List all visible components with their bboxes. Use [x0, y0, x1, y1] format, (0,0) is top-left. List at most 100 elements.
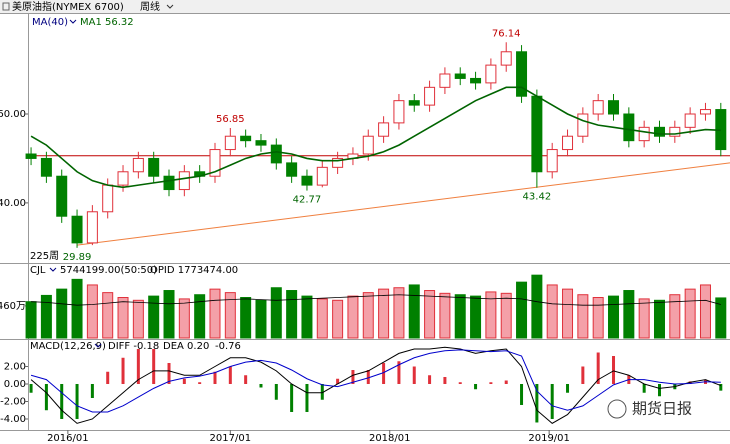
candle-body: [562, 135, 574, 151]
volume-bar: [102, 292, 114, 339]
volume-bar: [332, 299, 344, 339]
opid-line: [31, 294, 721, 306]
candle-body: [209, 149, 221, 177]
macd-bar: [198, 382, 202, 384]
period-dropdown[interactable]: [166, 4, 174, 9]
candle-body: [117, 171, 129, 186]
volume-bar: [439, 292, 451, 339]
candle-body: [424, 86, 436, 106]
volume-bar: [255, 299, 267, 339]
macd-title: MACD(12,26,9): [30, 341, 106, 352]
volume-bar: [699, 284, 711, 339]
macd-bar: [182, 378, 186, 384]
macd-bar: [259, 383, 263, 388]
candle-body: [301, 175, 313, 186]
y-tick-label: -4.00: [0, 414, 26, 425]
macd-bar: [290, 383, 294, 412]
volume-bar: [500, 292, 512, 339]
candle-body: [56, 175, 68, 217]
candle-body: [224, 135, 236, 151]
watermark: 期货日报: [632, 400, 692, 418]
candle-body: [439, 73, 451, 88]
macd-bar: [657, 383, 661, 397]
volume-bar: [393, 287, 405, 339]
macd-bar: [719, 383, 723, 391]
volume-bar: [608, 295, 620, 339]
candle-body: [362, 135, 374, 155]
volume-bar: [209, 288, 221, 339]
moving-average: [30, 86, 721, 189]
trend-line: [76, 162, 730, 246]
y-tick-label: 0.00: [4, 379, 26, 390]
toolbar-icon[interactable]: [2, 2, 10, 11]
candle-body: [163, 175, 175, 191]
volume-title: CJL: [30, 265, 46, 276]
volume-bar: [224, 292, 236, 339]
candle-body: [408, 100, 420, 106]
macd-line: [30, 346, 721, 424]
volume-bar: [347, 295, 359, 339]
candle-body: [270, 144, 282, 164]
macd-bar: [489, 382, 493, 384]
macd-bar: [90, 383, 94, 398]
volume-bar: [378, 288, 390, 339]
macd-bar: [351, 370, 355, 384]
candle-body: [546, 149, 558, 173]
macd-bar: [136, 349, 140, 384]
macd-bar: [228, 366, 232, 384]
macd-bar: [596, 352, 600, 384]
candle-body: [25, 153, 37, 159]
volume-bar: [86, 284, 98, 339]
macd-bar: [581, 366, 585, 384]
y-tick-label: 40.00: [0, 198, 26, 209]
volume-bar: [715, 297, 727, 339]
volume-bar: [516, 281, 528, 339]
volume-bar: [56, 288, 68, 339]
volume-bar: [684, 288, 696, 339]
legend-dropdown[interactable]: [69, 19, 77, 24]
volume-bar: [669, 294, 681, 339]
price-annotation: 42.77: [293, 195, 322, 206]
symbol[interactable]: 美原油指(NYMEX 6700): [12, 0, 124, 13]
macd-bar: [535, 383, 539, 423]
candle-body: [669, 126, 681, 137]
x-tick-label: 2019/01: [528, 433, 570, 444]
macd-bar: [75, 383, 79, 419]
volume-dropdown[interactable]: [49, 267, 57, 272]
volume-bar: [286, 290, 298, 339]
candle-body: [255, 140, 267, 146]
volume-label: 5744199.00(50:50): [60, 265, 157, 276]
macd-bar: [320, 383, 324, 400]
macd-label: -0.76: [215, 341, 241, 352]
period[interactable]: 周线: [140, 0, 160, 13]
candle-body: [577, 113, 589, 137]
y-tick-label: 2.00: [4, 362, 26, 373]
price-annotation: 29.89: [63, 252, 92, 263]
macd-bar: [29, 383, 33, 393]
y-tick-label: 60.00: [0, 109, 26, 120]
macd-bar: [550, 383, 554, 419]
candle-body: [485, 64, 497, 84]
macd-bar: [412, 366, 416, 384]
volume-bar: [40, 294, 52, 339]
macd-line: [30, 349, 721, 413]
macd-bar: [167, 363, 171, 384]
candle-body: [86, 211, 98, 244]
volume-bar: [638, 298, 650, 339]
macd-bar: [274, 383, 278, 400]
candle-body: [178, 171, 190, 191]
macd-dropdown[interactable]: [94, 343, 102, 348]
candle-body: [623, 113, 635, 142]
dea-label: DEA 0.20: [163, 341, 209, 352]
candle-body: [148, 157, 160, 177]
macd-bar: [458, 382, 462, 384]
period-label: 225周: [30, 250, 59, 262]
volume-bar: [316, 298, 328, 339]
volume-bar: [148, 295, 160, 339]
volume-bar: [592, 297, 604, 339]
macd-bar: [642, 383, 646, 393]
volume-bar: [546, 284, 558, 339]
candle-body: [699, 109, 711, 115]
volume-bar: [531, 274, 543, 339]
candle-body: [653, 126, 665, 137]
